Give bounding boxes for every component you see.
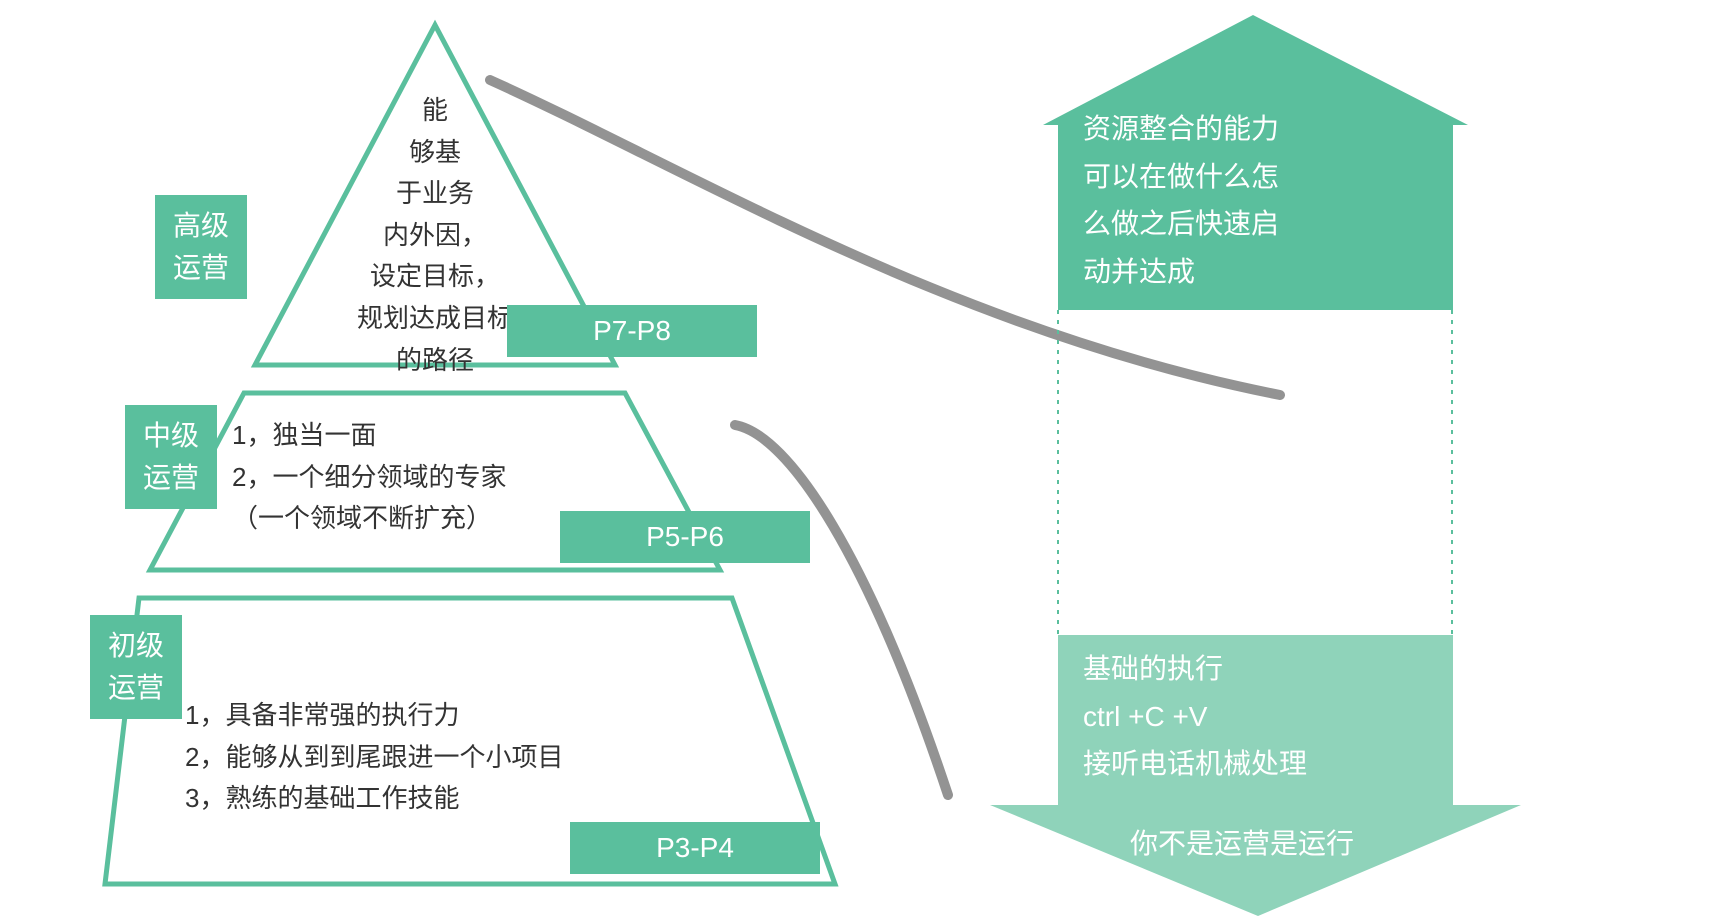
down-arrow-text-top-content: 基础的执行 ctrl +C +V 接听电话机械处理: [1083, 653, 1307, 779]
tier-badge-p7p8-text: P7-P8: [593, 315, 671, 346]
brush-stroke-2: [735, 425, 948, 795]
tier-desc-mid-text: 1，独当一面 2，一个细分领域的专家 （一个领域不断扩充）: [232, 420, 506, 533]
tier-label-mid-text: 中级 运营: [143, 420, 199, 493]
tier-badge-p3p4-text: P3-P4: [656, 832, 734, 863]
down-arrow-text-bottom-content: 你不是运营是运行: [1130, 828, 1354, 859]
tier-label-senior-text: 高级 运营: [173, 210, 229, 283]
tier-desc-junior-text: 1，具备非常强的执行力 2，能够从到到尾跟进一个小项目 3，熟练的基础工作技能: [185, 700, 563, 813]
tier-desc-junior: 1，具备非常强的执行力 2，能够从到到尾跟进一个小项目 3，熟练的基础工作技能: [185, 695, 563, 820]
up-arrow-text: 资源整合的能力 可以在做什么怎 么做之后快速启 动并达成: [1083, 105, 1443, 295]
tier-label-senior: 高级 运营: [155, 195, 247, 299]
tier-label-junior-text: 初级 运营: [108, 630, 164, 703]
up-arrow-text-content: 资源整合的能力 可以在做什么怎 么做之后快速启 动并达成: [1083, 113, 1279, 287]
tier-badge-p7p8: P7-P8: [507, 305, 757, 357]
down-arrow-text-bottom: 你不是运营是运行: [1130, 820, 1450, 868]
tier-desc-mid: 1，独当一面 2，一个细分领域的专家 （一个领域不断扩充）: [232, 415, 506, 540]
tier-badge-p5p6: P5-P6: [560, 511, 810, 563]
down-arrow-text-top: 基础的执行 ctrl +C +V 接听电话机械处理: [1083, 645, 1463, 788]
tier-label-junior: 初级 运营: [90, 615, 182, 719]
tier-label-mid: 中级 运营: [125, 405, 217, 509]
tier-desc-senior-text: 能 够基 于业务 内外因， 设定目标， 规划达成目标 的路径: [357, 95, 513, 375]
tier-badge-p5p6-text: P5-P6: [646, 521, 724, 552]
tier-badge-p3p4: P3-P4: [570, 822, 820, 874]
